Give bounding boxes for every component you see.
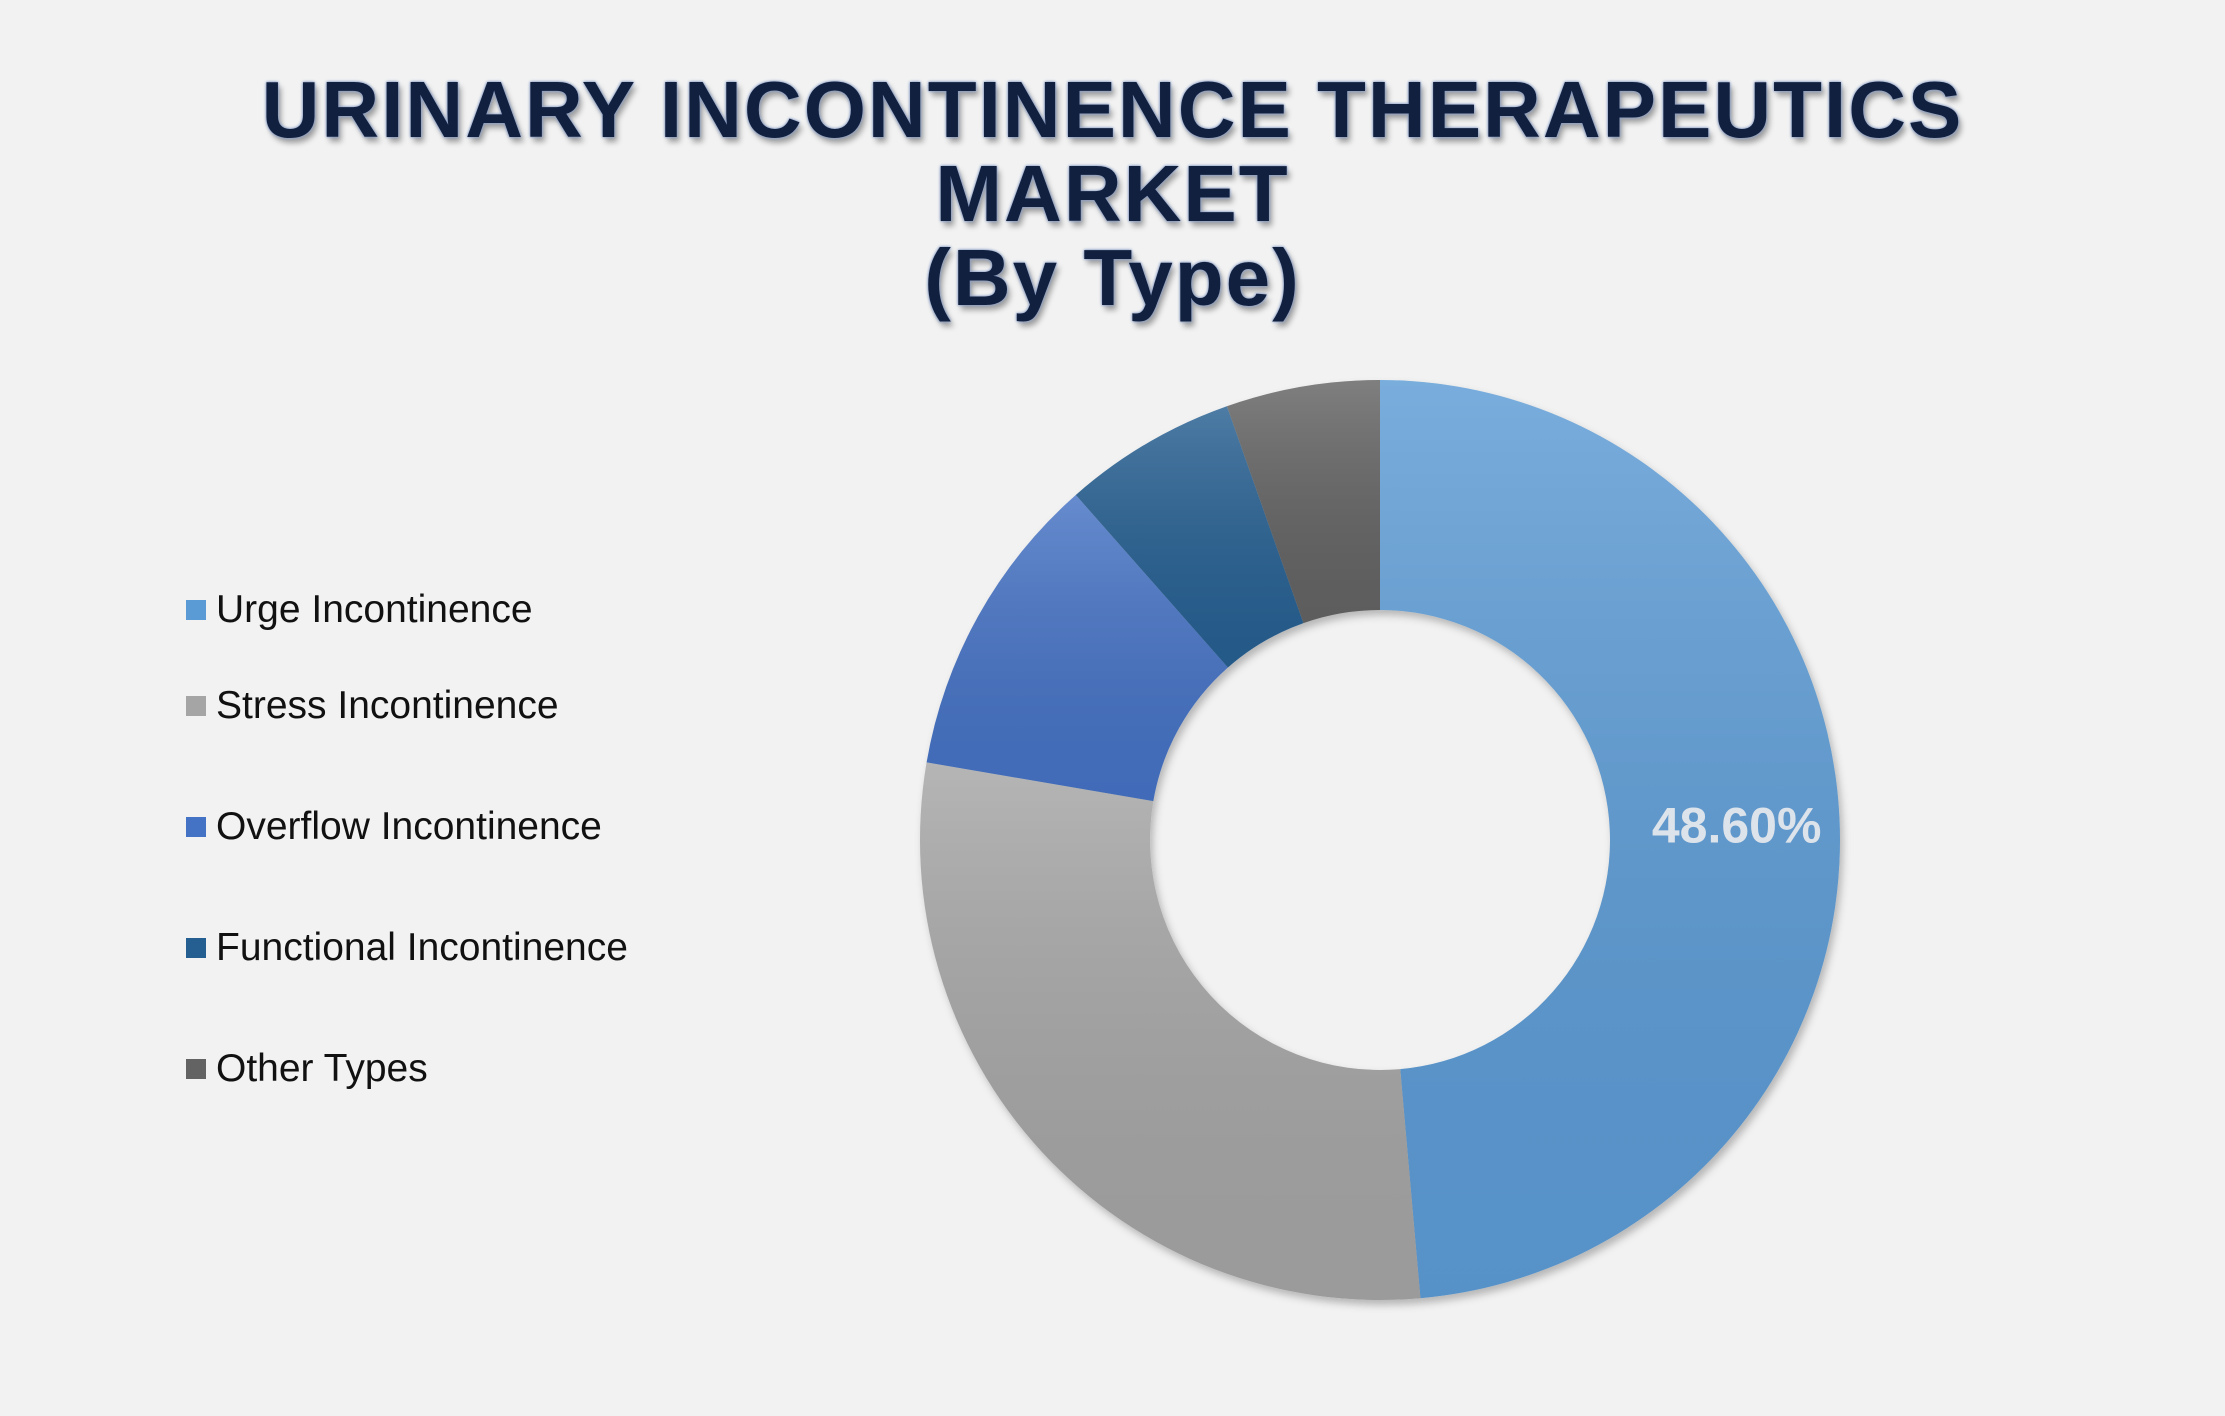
legend-item-functional: Functional Incontinence [186,887,746,1008]
legend-label: Overflow Incontinence [216,804,602,848]
legend-swatch [186,695,206,716]
chart-title-line: (By Type) [924,233,1301,322]
legend-item-overflow: Overflow Incontinence [186,766,746,887]
legend-swatch [186,816,206,837]
donut-slice-sheen [1226,380,1380,624]
legend-label: Other Types [216,1046,428,1090]
donut-slice-sheen [1380,380,1840,1299]
legend-label: Stress Incontinence [216,683,559,727]
legend-item-stress: Stress Incontinence [186,645,746,766]
chart-title-line: URINARY INCONTINENCE THERAPEUTICS [261,65,1964,154]
donut-slice-sheen [1075,406,1304,668]
legend-swatch [186,1058,206,1079]
donut-slice-sheen [920,762,1421,1300]
legend-swatch [186,937,206,958]
legend-swatch [186,600,206,620]
legend-item-urge: Urge Incontinence [186,575,746,645]
donut-slice-sheen [926,494,1228,802]
chart-title-line: MARKET [935,149,1290,238]
legend-label: Urge Incontinence [216,588,533,631]
legend-label: Functional Incontinence [216,925,628,969]
chart-legend: Urge Incontinence Stress Incontinence Ov… [186,575,746,1129]
legend-item-other: Other Types [186,1008,746,1129]
data-label: 48.60% [1652,797,1822,853]
chart-title: URINARY INCONTINENCE THERAPEUTICS MARKET… [0,68,2225,320]
